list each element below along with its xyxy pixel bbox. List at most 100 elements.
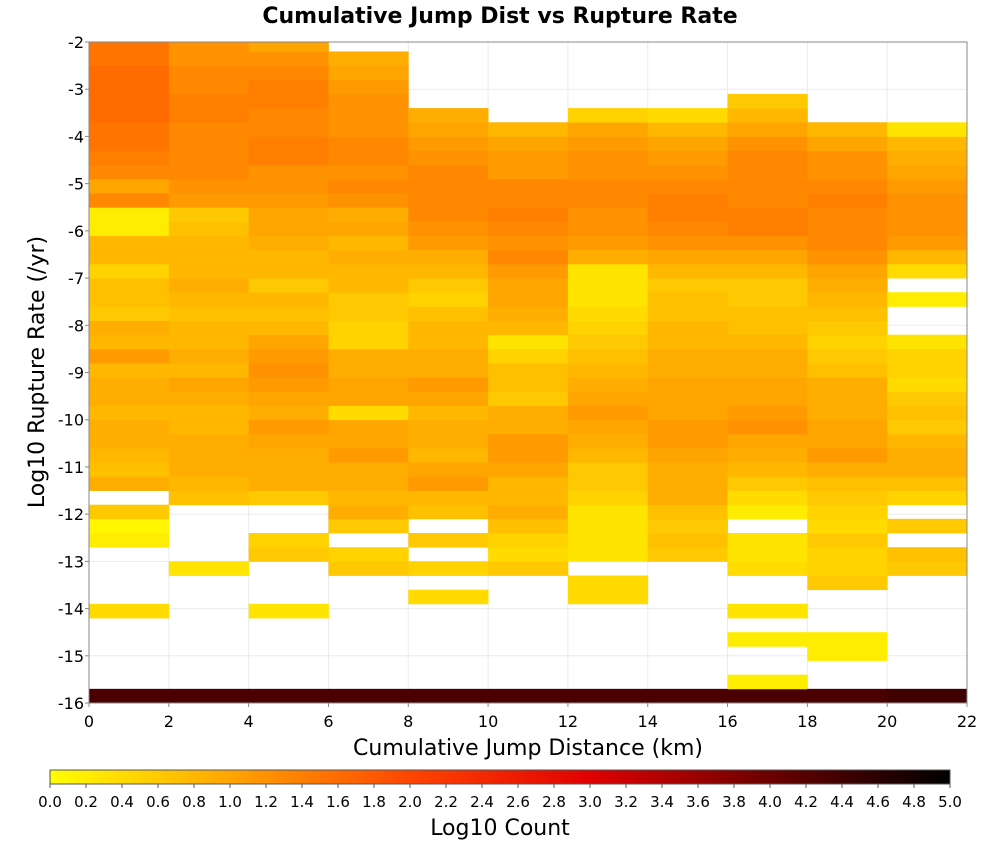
heatmap-cell (727, 93, 808, 109)
heatmap-cell (887, 150, 968, 166)
heatmap-cell (567, 108, 649, 123)
x-tick-label: 8 (403, 712, 413, 731)
heatmap-cell (887, 249, 968, 265)
heatmap-cell (408, 363, 489, 378)
heatmap-cell (647, 518, 728, 534)
heatmap-cell (807, 221, 888, 236)
heatmap-cell (89, 603, 170, 619)
heatmap-cell (647, 448, 728, 463)
heatmap-cell (647, 688, 728, 704)
heatmap-cell (807, 419, 888, 435)
heatmap-cell (89, 93, 170, 109)
heatmap-cell (328, 363, 409, 378)
heatmap-cell (567, 490, 649, 506)
colorbar-tick-label: 1.4 (290, 793, 314, 811)
heatmap-cell (89, 306, 170, 321)
heatmap-cell (408, 504, 489, 520)
heatmap-cell (248, 136, 329, 151)
heatmap-cell (567, 334, 649, 350)
heatmap-cell (488, 547, 569, 562)
heatmap-cell (168, 178, 250, 194)
heatmap-cell (168, 391, 250, 406)
heatmap-cell (408, 377, 489, 392)
heatmap-cell (727, 476, 808, 491)
heatmap-cell (328, 193, 409, 208)
heatmap-cell (248, 249, 329, 265)
heatmap-cell (328, 108, 409, 123)
heatmap-cell (807, 164, 888, 180)
heatmap-cell (408, 419, 489, 435)
heatmap-cell (807, 249, 888, 265)
colorbar-tick-label: 3.8 (722, 793, 746, 811)
heatmap-cell (887, 377, 968, 392)
heatmap-cell (807, 178, 888, 194)
x-tick-label: 20 (877, 712, 897, 731)
heatmap-cell (408, 448, 489, 463)
heatmap-cell (647, 207, 728, 222)
heatmap-cell (807, 547, 888, 562)
heatmap-cell (168, 278, 250, 293)
heatmap-cell (647, 178, 728, 194)
heatmap-cell (328, 377, 409, 392)
heatmap-cell (89, 79, 170, 95)
heatmap-cell (488, 320, 569, 336)
heatmap-cell (887, 263, 968, 279)
y-tick-label: -11 (58, 458, 84, 477)
heatmap-cell (89, 164, 170, 180)
heatmap-cell (567, 462, 649, 477)
heatmap-cell (727, 674, 808, 690)
heatmap-cell (567, 391, 649, 406)
heatmap-cell (408, 433, 489, 449)
heatmap-cell (89, 42, 170, 52)
heatmap-cell (727, 561, 808, 576)
heatmap-cell (408, 136, 489, 151)
heatmap-cell (647, 433, 728, 449)
heatmap-cell (168, 93, 250, 109)
colorbar-tick-label: 2.8 (542, 793, 566, 811)
heatmap-cell (567, 688, 649, 704)
heatmap-cell (89, 476, 170, 491)
heatmap-cell (488, 433, 569, 449)
heatmap-cell (328, 448, 409, 463)
heatmap-cell (567, 306, 649, 321)
heatmap-cell (248, 405, 329, 421)
y-tick-label: -8 (68, 316, 84, 335)
heatmap-cell (807, 405, 888, 421)
heatmap-cell (89, 235, 170, 251)
heatmap-cell (647, 164, 728, 180)
heatmap-cell (887, 688, 968, 704)
y-tick-label: -12 (58, 505, 84, 524)
heatmap-cell (89, 419, 170, 435)
heatmap-cell (727, 504, 808, 520)
heatmap-cell (248, 122, 329, 137)
heatmap-cell (567, 178, 649, 194)
y-tick-label: -16 (58, 694, 84, 713)
heatmap-cell (488, 207, 569, 222)
colorbar-tick-label: 4.6 (866, 793, 890, 811)
heatmap-cell (168, 136, 250, 151)
heatmap-cell (408, 164, 489, 180)
heatmap-cell (567, 320, 649, 336)
heatmap-cell (647, 221, 728, 236)
heatmap-cell (408, 405, 489, 421)
heatmap-cell (248, 193, 329, 208)
heatmap-cell (89, 688, 170, 704)
heatmap-cell (168, 334, 250, 350)
heatmap-cell (89, 377, 170, 392)
x-tick-label: 4 (244, 712, 254, 731)
heatmap-cell (408, 150, 489, 166)
heatmap-cell (248, 391, 329, 406)
heatmap-cell (408, 476, 489, 491)
heatmap-cell (488, 476, 569, 491)
heatmap-cell (168, 433, 250, 449)
heatmap-cell (408, 207, 489, 222)
colorbar-tick-label: 0.6 (146, 793, 170, 811)
colorbar-ticks: 0.0 0.2 0.4 0.6 0.8 1.0 1.2 1.4 1.6 1.8 2.0 2.2 2.4 2… (38, 784, 962, 811)
heatmap-cell (887, 292, 968, 307)
heatmap-cell (647, 150, 728, 166)
heatmap-cell (248, 108, 329, 123)
heatmap-cell (647, 122, 728, 137)
colorbar-tick-label: 2.2 (434, 793, 458, 811)
heatmap-cell (488, 419, 569, 435)
colorbar-tick-label: 4.4 (830, 793, 854, 811)
